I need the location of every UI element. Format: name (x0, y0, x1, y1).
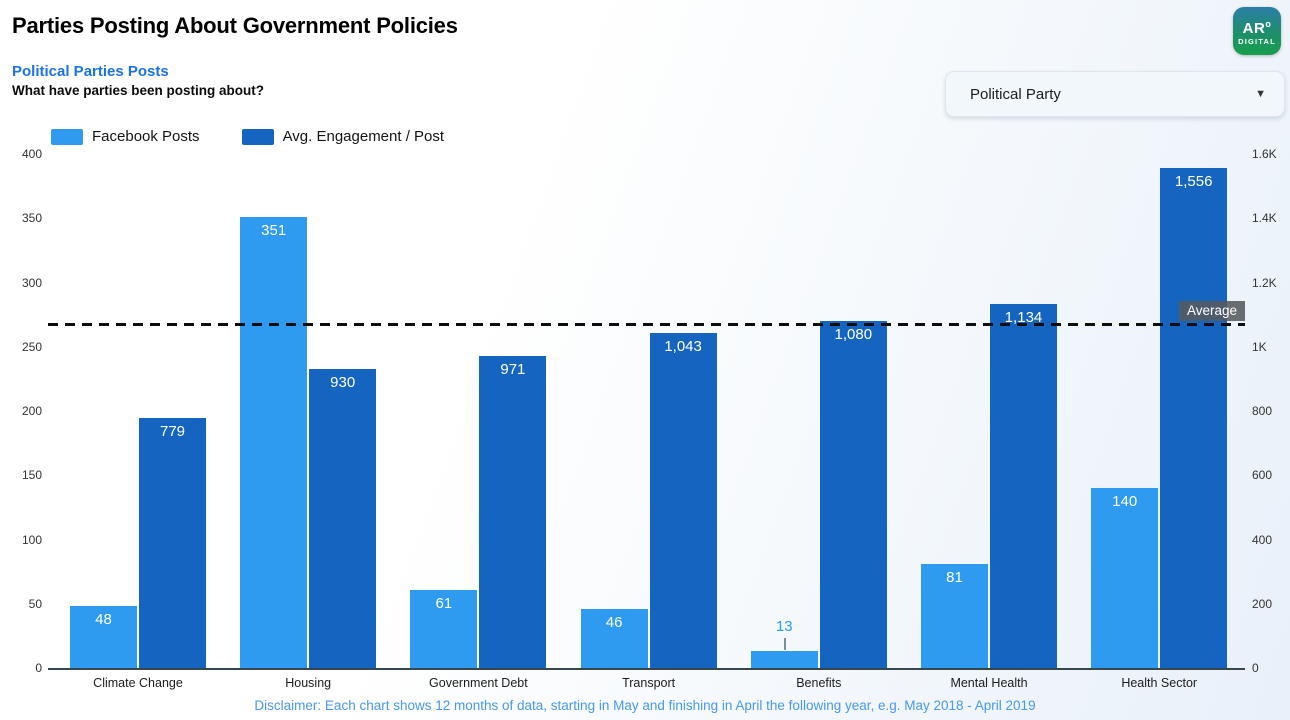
x-axis-label: Health Sector (1121, 676, 1198, 690)
bar-value-label: 48 (95, 611, 112, 629)
y-axis-tick-left: 50 (28, 596, 42, 611)
bar[interactable]: 46 (580, 608, 648, 668)
bar[interactable]: 1,556 (1160, 168, 1228, 668)
bar[interactable]: 971 (479, 356, 547, 668)
bar[interactable]: 48 (70, 606, 137, 668)
y-axis-tick-right: 1.6K (1252, 147, 1277, 161)
bar-value-label: 140 (1112, 493, 1138, 511)
political-party-dropdown[interactable]: Political Party ▼ (945, 71, 1285, 117)
y-axis-tick-left: 300 (21, 275, 42, 290)
bar[interactable]: 930 (309, 369, 377, 668)
x-axis-label: Government Debt (429, 676, 528, 690)
bar[interactable]: 1,134 (990, 303, 1057, 668)
y-axis-tick-right: 1.2K (1252, 275, 1277, 290)
bar-value-label: 61 (435, 594, 453, 612)
x-axis-line (48, 668, 1245, 670)
y-axis-tick-left: 100 (21, 532, 42, 547)
bar-value-label: 46 (605, 613, 623, 631)
y-axis-tick-right: 1K (1252, 339, 1267, 354)
bar[interactable]: 351 (240, 216, 308, 668)
logo-text: ARo (1242, 18, 1272, 37)
bar[interactable]: 61 (410, 589, 478, 668)
avg-engagement-swatch (241, 128, 274, 145)
y-axis-tick-left: 150 (21, 468, 42, 483)
ar-digital-logo: ARo DIGITAL (1233, 7, 1281, 55)
bar-value-label: 1,043 (664, 337, 702, 355)
legend-item-avg-engagement[interactable]: Avg. Engagement / Post (241, 128, 445, 145)
bar[interactable]: 1,080 (819, 321, 887, 668)
bar-value-label: 930 (330, 374, 356, 392)
bar-value-label: 81 (946, 568, 963, 586)
chart-legend: Facebook Posts Avg. Engagement / Post (51, 128, 444, 145)
y-axis-tick-right: 0 (1252, 661, 1259, 675)
dropdown-selected-label: Political Party (970, 85, 1061, 103)
legend-item-facebook-posts[interactable]: Facebook Posts (51, 128, 200, 145)
x-axis-label: Benefits (796, 676, 842, 690)
bar-label-leader-line (784, 638, 786, 651)
legend-label: Facebook Posts (92, 128, 200, 145)
bar[interactable]: 1,043 (649, 332, 717, 668)
chart-question: What have parties been posting about? (12, 83, 265, 98)
y-axis-tick-right: 800 (1252, 404, 1273, 418)
x-axis-label: Mental Health (950, 676, 1028, 690)
y-axis-tick-left: 250 (21, 339, 42, 354)
x-axis-label: Transport (622, 676, 676, 690)
bar[interactable]: 140 (1091, 488, 1159, 668)
y-axis-tick-left: 200 (21, 404, 42, 418)
facebook-posts-swatch (51, 128, 83, 145)
bar-value-label: 351 (261, 221, 287, 239)
bar[interactable]: 81 (921, 563, 988, 668)
disclaimer-text: Disclaimer: Each chart shows 12 months o… (254, 698, 1036, 713)
x-axis-label: Climate Change (93, 676, 183, 690)
logo-subtext: DIGITAL (1238, 36, 1276, 46)
page-title: Parties Posting About Government Policie… (12, 13, 458, 38)
y-axis-tick-right: 1.4K (1252, 211, 1277, 226)
bar-value-label: 13 (775, 618, 793, 636)
bar-value-label: 779 (159, 422, 186, 440)
y-axis-tick-left: 400 (21, 147, 42, 161)
chevron-down-icon: ▼ (1255, 88, 1266, 100)
legend-label: Avg. Engagement / Post (282, 128, 445, 145)
chart-subtitle: Political Parties Posts (12, 63, 169, 80)
y-axis-tick-right: 400 (1252, 532, 1273, 547)
average-line (48, 323, 1245, 327)
bar[interactable] (750, 651, 818, 668)
bar-value-label: 1,134 (1004, 308, 1043, 326)
bar[interactable]: 779 (139, 417, 206, 668)
y-axis-tick-right: 200 (1252, 596, 1273, 611)
average-line-badge: Average (1179, 301, 1246, 322)
bar-value-label: 971 (500, 361, 526, 379)
bar-value-label: 1,556 (1174, 173, 1213, 191)
y-axis-tick-right: 600 (1252, 468, 1273, 483)
y-axis-tick-left: 350 (21, 211, 42, 226)
bar-value-label: 1,080 (834, 326, 873, 344)
x-axis-label: Housing (285, 676, 332, 690)
y-axis-tick-left: 0 (35, 661, 42, 675)
